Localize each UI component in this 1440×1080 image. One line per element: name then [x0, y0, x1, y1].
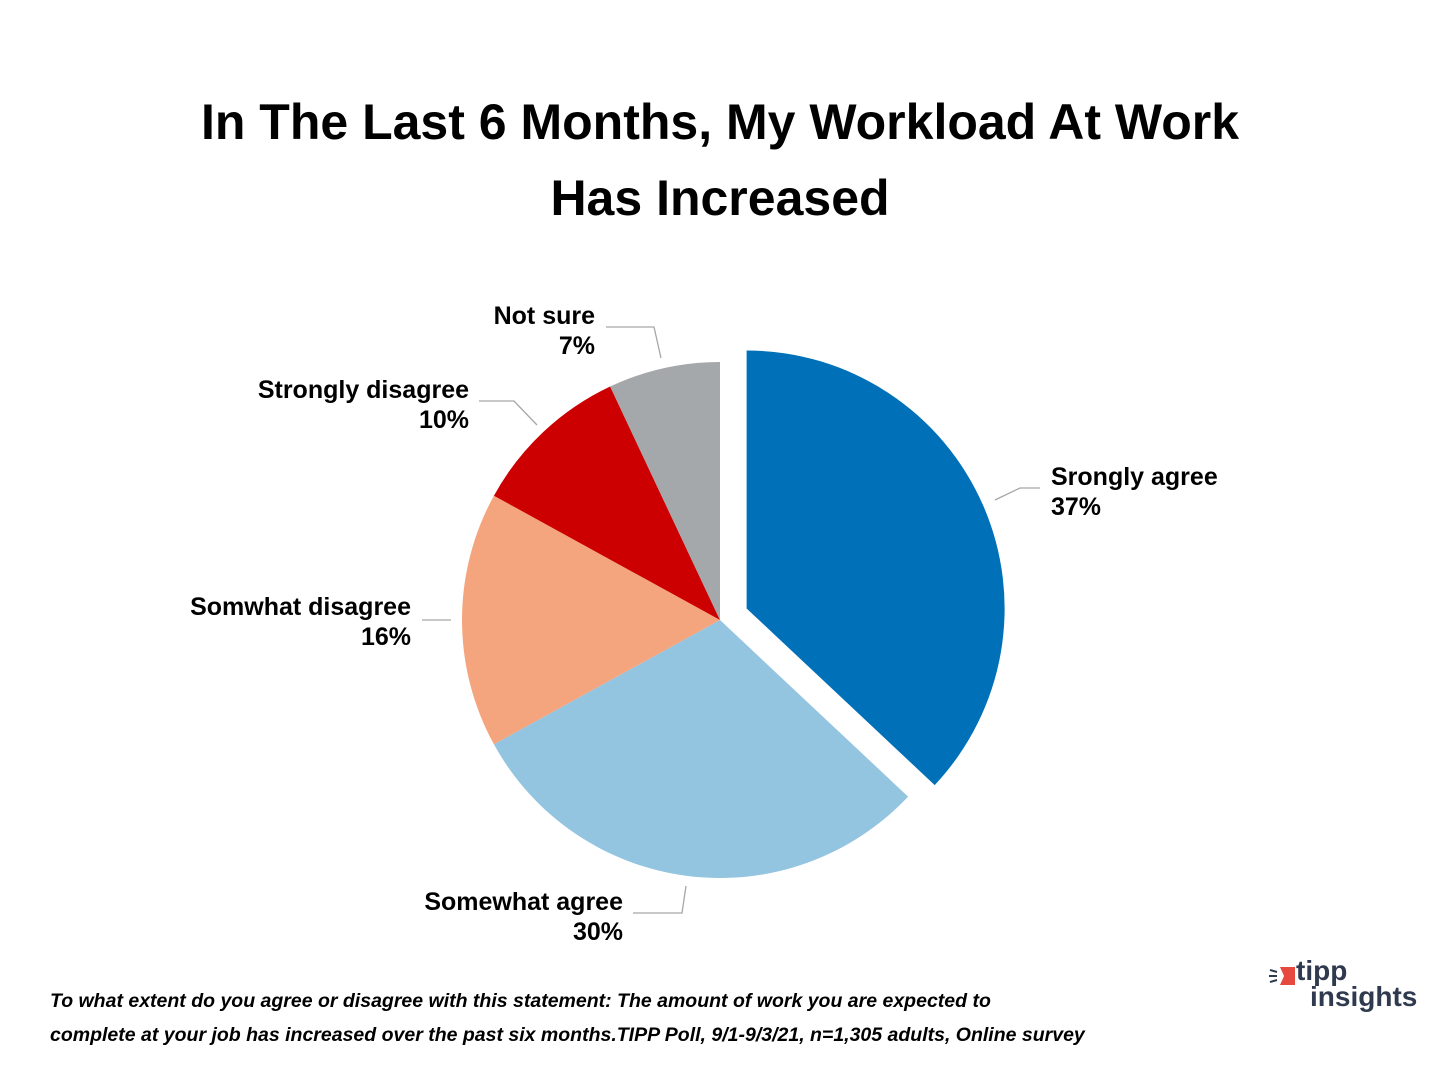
data-label-not-sure: Not sure 7%: [493, 302, 595, 360]
footnote: To what extent do you agree or disagree …: [50, 984, 1085, 1052]
data-label-strongly-disagree: Strongly disagree 10%: [257, 376, 469, 434]
logo-word-tipp: tipp: [1296, 955, 1348, 986]
pie-slice-somewhat-agree: [493, 620, 909, 879]
footnote-line-1: To what extent do you agree or disagree …: [50, 990, 991, 1012]
leader-line-somewhat-agree: [633, 885, 687, 914]
data-label-somewhat-disagree: Somwhat disagree 16%: [190, 593, 411, 651]
leader-line-not-sure: [606, 326, 662, 359]
leader-line-strongly-agree: [994, 487, 1040, 501]
chart-title-line-1: In The Last 6 Months, My Workload At Wor…: [200, 94, 1240, 150]
logo-word-insights: insights: [1310, 981, 1418, 1012]
pie-slice-srongly-agree: [746, 350, 1005, 786]
chart-title-line-2: Has Increased: [550, 170, 890, 226]
pie-slice-somwhat-disagree: [461, 495, 720, 745]
tipp-insights-logo: tipp insights: [1268, 956, 1428, 1020]
chart-title: In The Last 6 Months, My Workload At Wor…: [0, 84, 1440, 236]
pie-slice-strongly-disagree: [493, 386, 720, 620]
pie-slice-not-sure: [610, 362, 720, 620]
footnote-line-2: complete at your job has increased over …: [50, 1024, 1085, 1046]
megaphone-flag-icon: [1269, 967, 1295, 985]
leader-lines: [422, 326, 1040, 914]
data-label-strongly-agree: Srongly agree 37%: [1051, 463, 1218, 521]
leader-line-strongly-disagree: [479, 400, 538, 426]
data-label-somewhat-agree: Somewhat agree 30%: [424, 888, 623, 946]
pie-slices: [461, 350, 1005, 879]
